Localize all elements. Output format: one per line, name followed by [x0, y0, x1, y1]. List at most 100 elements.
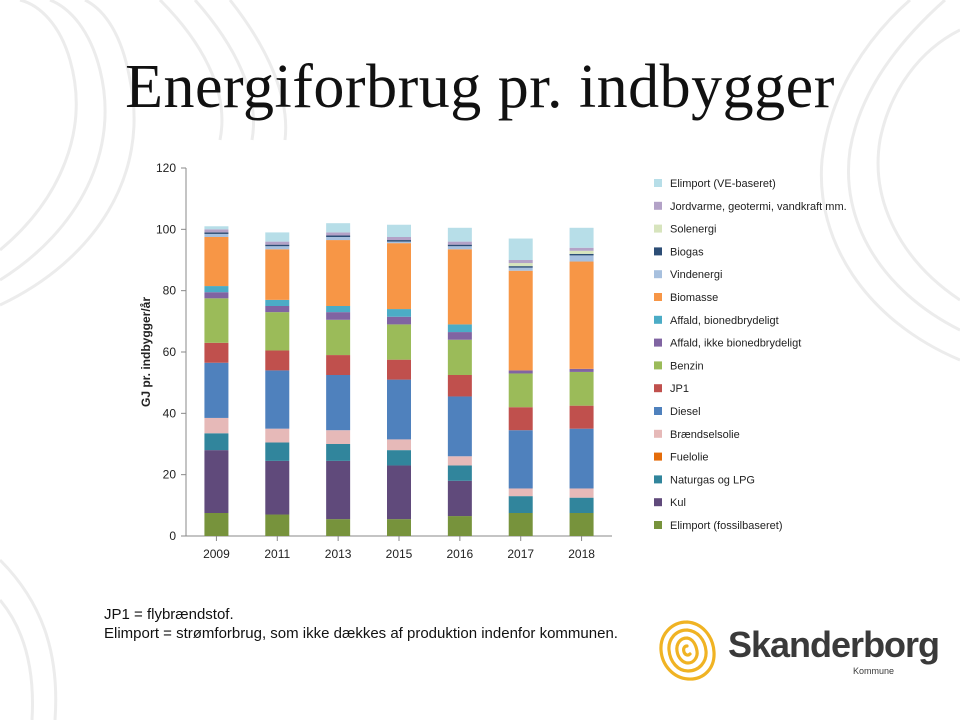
bar-segment: [569, 497, 594, 513]
bar-segment: [204, 450, 229, 513]
bar-segment: [265, 244, 290, 247]
footnote-jp1: JP1 = flybrændstof.: [104, 606, 234, 623]
bar-segment: [447, 396, 472, 457]
bar-segment: [265, 460, 290, 515]
bar-segment: [447, 249, 472, 325]
legend-swatch: [654, 361, 662, 370]
skanderborg-logo: Skanderborg Kommune: [650, 612, 940, 692]
legend-label: Elimport (VE-baseret): [670, 178, 776, 190]
legend-label: Diesel: [670, 406, 701, 418]
bar-segment: [447, 324, 472, 333]
x-tick-label: 2013: [325, 547, 352, 561]
bar-segment: [569, 368, 594, 372]
bar-segment: [569, 261, 594, 369]
bar-segment: [387, 316, 411, 325]
bar-segment: [387, 224, 411, 237]
bar-segment: [326, 232, 351, 236]
legend-label: Biogas: [670, 246, 704, 258]
y-tick-label: 20: [163, 468, 177, 482]
bar-segment: [204, 226, 229, 230]
bar-segment: [326, 460, 351, 520]
bar-segment: [265, 428, 290, 443]
y-tick-label: 100: [156, 222, 176, 236]
bar-segment: [326, 519, 351, 536]
legend-swatch: [654, 498, 662, 507]
bar-segment: [508, 263, 533, 267]
x-tick-label: 2009: [203, 547, 230, 561]
bar-segment: [508, 496, 533, 513]
bar-segment: [569, 255, 594, 262]
bar-segment: [447, 246, 472, 250]
bar-segment: [265, 241, 290, 245]
legend-label: Kul: [670, 497, 686, 509]
legend-swatch: [654, 270, 662, 279]
legend-swatch: [654, 315, 662, 324]
legend-label: Solenergi: [670, 224, 716, 236]
bar-segment: [326, 306, 351, 313]
bar-segment: [447, 375, 472, 397]
bar-segment: [204, 298, 229, 343]
bar-segment: [204, 229, 229, 233]
x-tick-label: 2017: [507, 547, 534, 561]
bar-segment: [326, 235, 351, 237]
legend-label: Benzin: [670, 360, 704, 372]
y-tick-label: 60: [163, 345, 177, 359]
x-tick-label: 2011: [264, 547, 290, 561]
y-tick-label: 0: [169, 529, 176, 543]
x-tick-label: 2018: [568, 547, 595, 561]
bar-segment: [387, 379, 411, 440]
bar-segment: [326, 223, 351, 233]
legend-swatch: [654, 452, 662, 461]
bar-segment: [447, 456, 472, 466]
bar-segment: [569, 227, 594, 248]
legend-swatch: [654, 247, 662, 256]
legend-swatch: [654, 293, 662, 301]
legend-swatch: [654, 407, 662, 415]
y-tick-label: 40: [163, 406, 177, 420]
bar-segment: [447, 332, 472, 340]
bar-segment: [447, 244, 472, 247]
bar-segment: [265, 370, 290, 429]
y-axis-title: GJ pr. indbygger/år: [139, 297, 153, 407]
bar-segment: [204, 286, 229, 293]
bar-segment: [387, 519, 411, 536]
bar-segment: [204, 292, 229, 299]
bar-segment: [387, 243, 411, 310]
bar-segment: [387, 237, 411, 241]
bar-segment: [447, 480, 472, 517]
y-tick-label: 120: [156, 161, 176, 175]
bar-segment: [447, 516, 472, 536]
logo-subtitle: Kommune: [853, 666, 895, 676]
legend-label: Affald, ikke bionedbrydeligt: [670, 338, 801, 350]
bar-segment: [326, 319, 351, 356]
legend-label: Biomasse: [670, 292, 718, 304]
bar-segment: [447, 227, 472, 242]
bar-segment: [204, 362, 229, 418]
bar-segment: [326, 430, 351, 444]
bar-segment: [508, 238, 533, 260]
legend-label: JP1: [670, 383, 689, 395]
bar-segment: [387, 359, 411, 380]
legend-swatch: [654, 384, 662, 393]
slide-title: Energiforbrug pr. indbygger: [125, 53, 835, 121]
legend-label: Fuelolie: [670, 452, 709, 464]
bar-segment: [265, 246, 290, 250]
bar-segment: [387, 439, 411, 451]
bar-segment: [387, 309, 411, 317]
bar-segment: [265, 306, 290, 313]
bar-segment: [508, 513, 533, 536]
x-tick-label: 2016: [447, 547, 474, 561]
bar-segment: [508, 266, 533, 268]
legend-label: Affald, bionedbrydeligt: [670, 315, 779, 327]
fingerprint-logo-icon: [659, 620, 716, 681]
legend-label: Naturgas og LPG: [670, 474, 755, 486]
bar-segment: [326, 240, 351, 306]
bar-segment: [387, 450, 411, 466]
bar-segment: [265, 232, 290, 242]
bar-segment: [447, 465, 472, 481]
legend-swatch: [654, 224, 662, 233]
bar-segment: [387, 241, 411, 244]
x-tick-label: 2015: [386, 547, 413, 561]
bar-segment: [265, 514, 290, 536]
legend-swatch: [654, 338, 662, 347]
